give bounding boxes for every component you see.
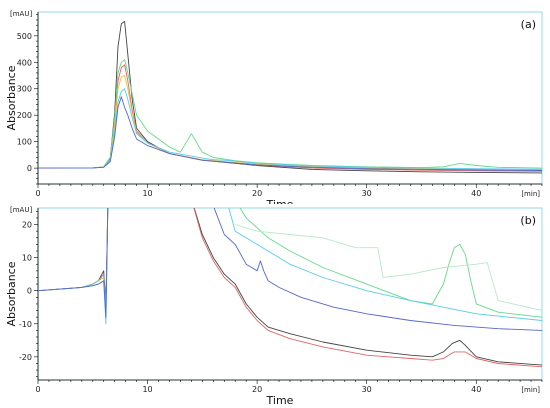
chart-b-series-line-4 [235,224,542,311]
chart-a-y-tick-label: 500 [17,32,32,41]
chart-a-series-line-2 [38,64,542,172]
chart-a-x-tick-label: 30 [362,189,372,198]
chart-b-y-tick-label: -20 [19,353,32,362]
chart-a-svg: 0102030400100200300400500[mAU][min]TimeA… [5,10,543,204]
chart-a-panel-label: (a) [521,18,536,31]
chart-a-x-axis-title: Time [266,198,294,204]
chart-b-x-tick-label: 20 [252,385,262,394]
chart-a-y-unit: [mAU] [10,10,32,18]
chart-b-x-tick-label: 0 [35,385,40,394]
chart-a-y-tick-label: 200 [17,111,32,120]
chart-panel-b: 0 10 20 30 40 -20 -10 0 10 20 [mAU] [min] Time Absorb… [0,204,550,408]
chart-b-plot-frame [37,207,543,381]
chart-a-x-tick-label: 40 [471,189,481,198]
chart-a-y-tick-label: 300 [17,85,32,94]
chart-a-series-line-3 [38,59,542,169]
chart-b-series-line-6 [38,208,542,331]
chart-a-y-axis-title: Absorbance [5,65,18,130]
chart-a-y-tick-label: 100 [17,138,32,147]
chart-b-series-line-3 [38,208,542,318]
chart-b-panel-label: (b) [520,214,536,227]
chart-a-plot-frame [37,11,543,185]
chart-a-x-tick-label: 20 [252,189,262,198]
chart-a-y-tick-label: 400 [17,58,32,67]
chart-b-x-tick-label: 30 [362,385,372,394]
chart-a-x-unit: [min] [521,190,540,198]
chart-a-y-tick-label: 0 [27,164,32,173]
chart-b-y-tick-label: 10 [22,254,32,263]
chart-b-y-axis-title: Absorbance [5,261,18,326]
chart-b-series-line-2 [38,208,542,368]
chart-b-y-unit: [mAU] [10,206,32,214]
chart-panel-a: 0102030400100200300400500[mAU][min]TimeA… [5,10,543,204]
chart-b-x-tick-label: 10 [142,385,152,394]
chart-a-x-tick-label: 10 [142,189,152,198]
chart-b-svg: 0 10 20 30 40 -20 -10 0 10 20 [mAU] [min] Time Absorb… [5,206,543,407]
chart-b-series-line-1 [38,208,542,366]
chart-b-y-tick-label: -10 [19,320,32,329]
chart-b-y-tick-label: 0 [27,287,32,296]
chart-a-series-line-5 [38,88,542,170]
chart-a-x-tick-label: 0 [35,189,40,198]
chart-a-series-line-1 [38,20,542,174]
chart-b-x-unit: [min] [521,386,540,394]
chart-b-x-axis-title: Time [266,394,294,407]
chart-b-y-tick-label: 20 [22,221,32,230]
chart-a-series-line-6 [38,96,542,171]
chart-b-x-tick-label: 40 [471,385,481,394]
chart-b-series-line-5 [38,208,542,325]
